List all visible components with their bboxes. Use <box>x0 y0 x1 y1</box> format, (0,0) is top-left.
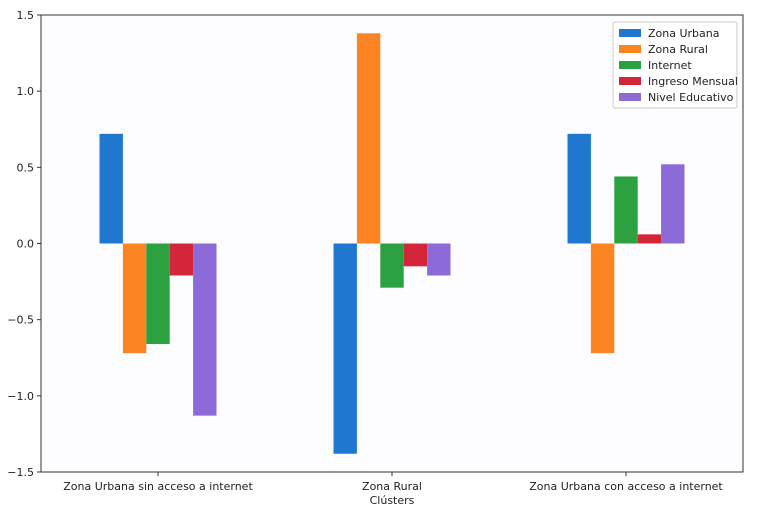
y-tick-label: −1.5 <box>7 466 34 479</box>
y-tick-label: −1.0 <box>7 390 34 403</box>
legend-label: Ingreso Mensual <box>648 75 738 88</box>
legend: Zona Urbana Zona Rural Internet Ingreso Men… <box>612 21 738 109</box>
bar-zona-urbana <box>99 133 123 244</box>
x-tick-label: Zona Rural <box>362 480 422 493</box>
y-tick-label: −0.5 <box>7 314 34 327</box>
bar-nivel-educativo <box>427 243 451 276</box>
legend-label: Zona Urbana <box>648 27 719 40</box>
bar-internet <box>380 243 404 288</box>
bar-ingreso-mensual <box>403 243 428 267</box>
y-tick-label: 0.0 <box>17 238 35 251</box>
bar-nivel-educativo <box>661 164 685 244</box>
bars <box>99 33 685 454</box>
legend-label: Zona Rural <box>648 43 708 56</box>
x-axis-label: Clústers <box>370 494 415 507</box>
legend-label: Internet <box>648 59 692 72</box>
x-axis: Zona Urbana sin acceso a internet Zona Ru… <box>63 472 723 493</box>
y-axis: −1.5 −1.0 −0.5 0.0 0.5 1.0 1.5 <box>7 9 41 479</box>
bar-ingreso-mensual <box>637 234 662 244</box>
bar-nivel-educativo <box>193 243 217 416</box>
x-tick-label: Zona Urbana sin acceso a internet <box>63 480 253 493</box>
legend-swatch <box>619 45 641 53</box>
bar-zona-rural <box>590 243 615 354</box>
bar-zona-urbana <box>333 243 357 454</box>
y-tick-label: 1.5 <box>17 9 35 22</box>
bar-internet <box>146 243 170 345</box>
legend-label: Nivel Educativo <box>648 91 734 104</box>
x-tick-label: Zona Urbana con acceso a internet <box>529 480 723 493</box>
legend-swatch <box>619 77 641 85</box>
bar-internet <box>614 176 638 244</box>
y-tick-label: 0.5 <box>17 161 35 174</box>
legend-swatch <box>619 29 641 37</box>
bar-zona-urbana <box>567 133 591 244</box>
legend-swatch <box>619 61 641 69</box>
bar-zona-rural <box>356 33 381 244</box>
bar-ingreso-mensual <box>169 243 194 276</box>
legend-swatch <box>619 93 641 101</box>
y-tick-label: 1.0 <box>17 85 35 98</box>
bar-zona-rural <box>122 243 147 354</box>
legend-box <box>612 21 738 109</box>
